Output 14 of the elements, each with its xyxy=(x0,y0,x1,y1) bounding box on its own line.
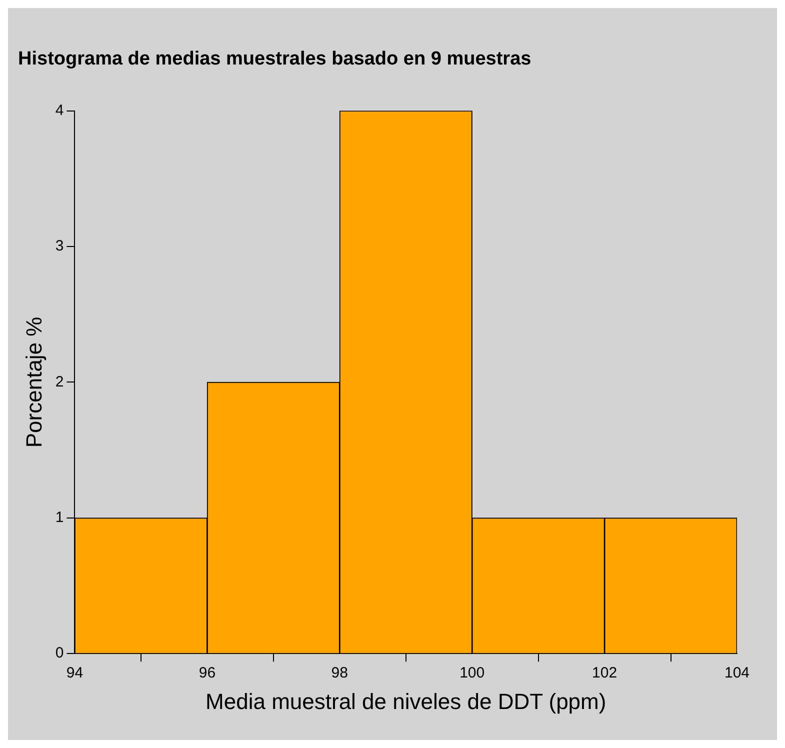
y-tick-label: 2 xyxy=(55,373,64,390)
chart-title: Histograma de medias muestrales basado en 9 muestras xyxy=(18,48,532,70)
x-tick-label: 94 xyxy=(66,664,84,682)
x-tick-label: 100 xyxy=(460,664,485,682)
y-axis-title: Porcentaje % xyxy=(21,316,46,448)
y-tick-label: 4 xyxy=(55,102,64,119)
x-tick-label: 96 xyxy=(198,664,216,682)
y-tick-label: 0 xyxy=(55,644,64,662)
x-axis-title: Media muestral de niveles de DDT (ppm) xyxy=(206,688,606,714)
x-tick-label: 98 xyxy=(331,664,348,682)
x-tick-label: 104 xyxy=(724,664,750,682)
x-tick-label: 102 xyxy=(592,664,618,682)
y-tick-label: 1 xyxy=(55,509,64,526)
y-tick-label: 3 xyxy=(55,238,64,255)
